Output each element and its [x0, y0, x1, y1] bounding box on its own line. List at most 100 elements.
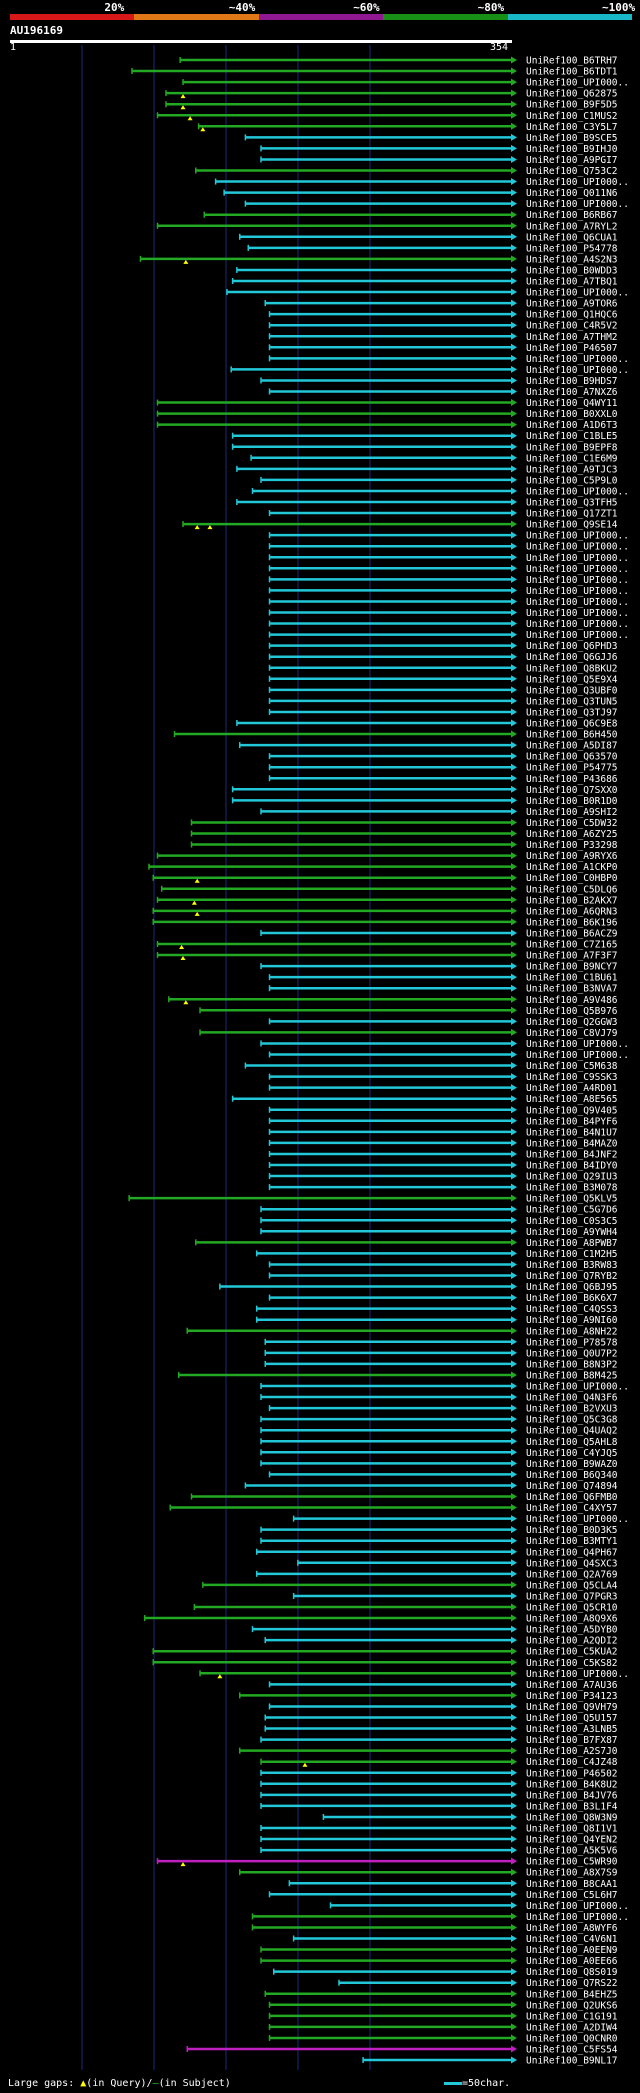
hit-row[interactable]: UniRef100_C5G7D6: [260, 1205, 618, 1216]
hit-row[interactable]: UniRef100_C7Z165: [156, 940, 618, 951]
hit-label[interactable]: UniRef100_B4MAZ0: [526, 1138, 618, 1149]
hit-label[interactable]: UniRef100_A8WYF6: [526, 1923, 618, 1934]
hit-row[interactable]: UniRef100_UPI000..: [268, 1050, 629, 1061]
hit-row[interactable]: UniRef100_B9NL17: [362, 2056, 618, 2067]
hit-label[interactable]: UniRef100_B6K6X7: [526, 1293, 618, 1304]
hit-label[interactable]: UniRef100_C0S3C5: [526, 1216, 618, 1227]
hit-label[interactable]: UniRef100_UPI000..: [526, 1514, 629, 1525]
hit-row[interactable]: UniRef100_Q3TFH5: [236, 498, 618, 509]
hit-row[interactable]: UniRef100_Q29IU3: [268, 1172, 618, 1183]
hit-label[interactable]: UniRef100_A2QDI2: [526, 1636, 618, 1647]
hit-label[interactable]: UniRef100_A9TJC3: [526, 464, 618, 475]
hit-label[interactable]: UniRef100_B6TDT1: [526, 67, 618, 78]
hit-label[interactable]: UniRef100_A7F3F7: [526, 951, 618, 962]
hit-row[interactable]: UniRef100_Q7SXX0: [231, 785, 618, 796]
hit-label[interactable]: UniRef100_A4RD01: [526, 1083, 618, 1094]
hit-label[interactable]: UniRef100_A2DIW4: [526, 2022, 618, 2033]
hit-label[interactable]: UniRef100_Q8S019: [526, 1967, 618, 1978]
hit-label[interactable]: UniRef100_UPI000..: [526, 1039, 629, 1050]
hit-label[interactable]: UniRef100_Q7RS22: [526, 1978, 618, 1989]
hit-row[interactable]: UniRef100_UPI000..: [214, 177, 629, 188]
hit-row[interactable]: UniRef100_UPI000..: [244, 199, 629, 210]
hit-label[interactable]: UniRef100_B4PYF6: [526, 1116, 618, 1127]
hit-row[interactable]: UniRef100_Q4N3F6: [260, 1393, 618, 1404]
hit-label[interactable]: UniRef100_B6K196: [526, 917, 618, 928]
hit-row[interactable]: UniRef100_UPI000..: [268, 564, 629, 575]
hit-row[interactable]: UniRef100_Q5C3G8: [260, 1415, 618, 1426]
hit-label[interactable]: UniRef100_Q4PH67: [526, 1547, 618, 1558]
hit-label[interactable]: UniRef100_UPI000..: [526, 586, 629, 597]
hit-row[interactable]: UniRef100_P54778: [247, 243, 618, 254]
hit-label[interactable]: UniRef100_C1M2H5: [526, 1249, 618, 1260]
hit-label[interactable]: UniRef100_A9SHI2: [526, 807, 618, 818]
hit-row[interactable]: UniRef100_B4JNF2: [268, 1149, 618, 1160]
hit-row[interactable]: UniRef100_A9YWH4: [260, 1227, 618, 1238]
hit-row[interactable]: UniRef100_Q8I1V1: [260, 1824, 618, 1835]
hit-row[interactable]: UniRef100_C1BLE5: [231, 431, 618, 442]
hit-label[interactable]: UniRef100_A8PWB7: [526, 1238, 618, 1249]
hit-label[interactable]: UniRef100_C3Y5L7: [526, 122, 618, 133]
hit-label[interactable]: UniRef100_Q1HQC6: [526, 310, 618, 321]
hit-label[interactable]: UniRef100_C5L6H7: [526, 1890, 618, 1901]
hit-row[interactable]: UniRef100_C5KUA2: [152, 1647, 618, 1658]
hit-label[interactable]: UniRef100_Q4UAQ2: [526, 1426, 618, 1437]
hit-row[interactable]: UniRef100_C4YJQ5: [260, 1448, 618, 1459]
hit-label[interactable]: UniRef100_Q5CR10: [526, 1603, 618, 1614]
hit-label[interactable]: UniRef100_A7NXZ6: [526, 387, 618, 398]
hit-row[interactable]: UniRef100_UPI000..: [226, 288, 629, 299]
hit-label[interactable]: UniRef100_A8NH22: [526, 1326, 618, 1337]
hit-label[interactable]: UniRef100_UPI000..: [526, 531, 629, 542]
hit-row[interactable]: UniRef100_Q5CR10: [193, 1603, 618, 1614]
hit-label[interactable]: UniRef100_B9WAZ0: [526, 1459, 618, 1470]
hit-row[interactable]: UniRef100_C5FS54: [186, 2045, 618, 2056]
hit-label[interactable]: UniRef100_Q6CUA1: [526, 232, 618, 243]
hit-label[interactable]: UniRef100_C1E6M9: [526, 453, 618, 464]
hit-label[interactable]: UniRef100_UPI000..: [526, 1382, 629, 1393]
hit-label[interactable]: UniRef100_Q7SXX0: [526, 785, 618, 796]
hit-label[interactable]: UniRef100_C9SSK3: [526, 1072, 618, 1083]
hit-row[interactable]: UniRef100_UPI000..: [268, 575, 629, 586]
hit-row[interactable]: UniRef100_A8NH22: [186, 1326, 618, 1337]
hit-row[interactable]: UniRef100_Q6GJJ6: [268, 652, 618, 663]
hit-row[interactable]: UniRef100_C5M638: [244, 1061, 618, 1072]
hit-label[interactable]: UniRef100_A6QRN3: [526, 906, 618, 917]
hit-row[interactable]: UniRef100_Q5E9X4: [268, 674, 618, 685]
hit-label[interactable]: UniRef100_A6ZY25: [526, 829, 618, 840]
hit-label[interactable]: UniRef100_A7AU36: [526, 1680, 618, 1691]
hit-label[interactable]: UniRef100_A4S2N3: [526, 254, 618, 265]
hit-label[interactable]: UniRef100_B4IDY0: [526, 1161, 618, 1172]
hit-row[interactable]: UniRef100_UPI000..: [268, 586, 629, 597]
hit-label[interactable]: UniRef100_Q9SE14: [526, 520, 618, 531]
hit-row[interactable]: UniRef100_A9TJC3: [236, 464, 618, 475]
hit-row[interactable]: UniRef100_UPI000..: [268, 531, 629, 542]
hit-label[interactable]: UniRef100_Q8W3N9: [526, 1812, 618, 1823]
hit-row[interactable]: UniRef100_UPI000..: [260, 1382, 629, 1393]
hit-label[interactable]: UniRef100_C1G191: [526, 2011, 618, 2022]
hit-label[interactable]: UniRef100_UPI000..: [526, 597, 629, 608]
hit-row[interactable]: UniRef100_B7FX87: [260, 1735, 618, 1746]
hit-label[interactable]: UniRef100_Q6FMB0: [526, 1492, 618, 1503]
hit-row[interactable]: UniRef100_Q4PH67: [255, 1547, 618, 1558]
hit-row[interactable]: UniRef100_B9WAZ0: [260, 1459, 618, 1470]
hit-label[interactable]: UniRef100_A5DYB0: [526, 1625, 618, 1636]
hit-label[interactable]: UniRef100_Q63570: [526, 752, 618, 763]
hit-label[interactable]: UniRef100_C8VJ79: [526, 1028, 618, 1039]
hit-row[interactable]: UniRef100_B4N1U7: [268, 1127, 618, 1138]
hit-label[interactable]: UniRef100_Q5AHL8: [526, 1437, 618, 1448]
hit-label[interactable]: UniRef100_UPI000..: [526, 486, 629, 497]
hit-row[interactable]: UniRef100_A9NI60: [255, 1315, 618, 1326]
hit-row[interactable]: UniRef100_Q9SE14: [182, 520, 618, 531]
hit-label[interactable]: UniRef100_B6Q340: [526, 1470, 618, 1481]
hit-label[interactable]: UniRef100_A0EEN9: [526, 1945, 618, 1956]
hit-label[interactable]: UniRef100_Q5CLA4: [526, 1580, 618, 1591]
hit-row[interactable]: UniRef100_Q7PGR3: [292, 1591, 618, 1602]
hit-row[interactable]: UniRef100_C4V6N1: [292, 1934, 618, 1945]
hit-label[interactable]: UniRef100_UPI000..: [526, 354, 629, 365]
hit-label[interactable]: UniRef100_B9F5D5: [526, 100, 618, 111]
hit-label[interactable]: UniRef100_P78578: [526, 1337, 618, 1348]
hit-row[interactable]: UniRef100_Q6CUA1: [238, 232, 618, 243]
hit-row[interactable]: UniRef100_Q011N6: [223, 188, 618, 199]
hit-row[interactable]: UniRef100_Q6BJ95: [219, 1282, 618, 1293]
hit-row[interactable]: UniRef100_P33298: [190, 840, 618, 851]
hit-label[interactable]: UniRef100_Q17ZT1: [526, 509, 618, 520]
